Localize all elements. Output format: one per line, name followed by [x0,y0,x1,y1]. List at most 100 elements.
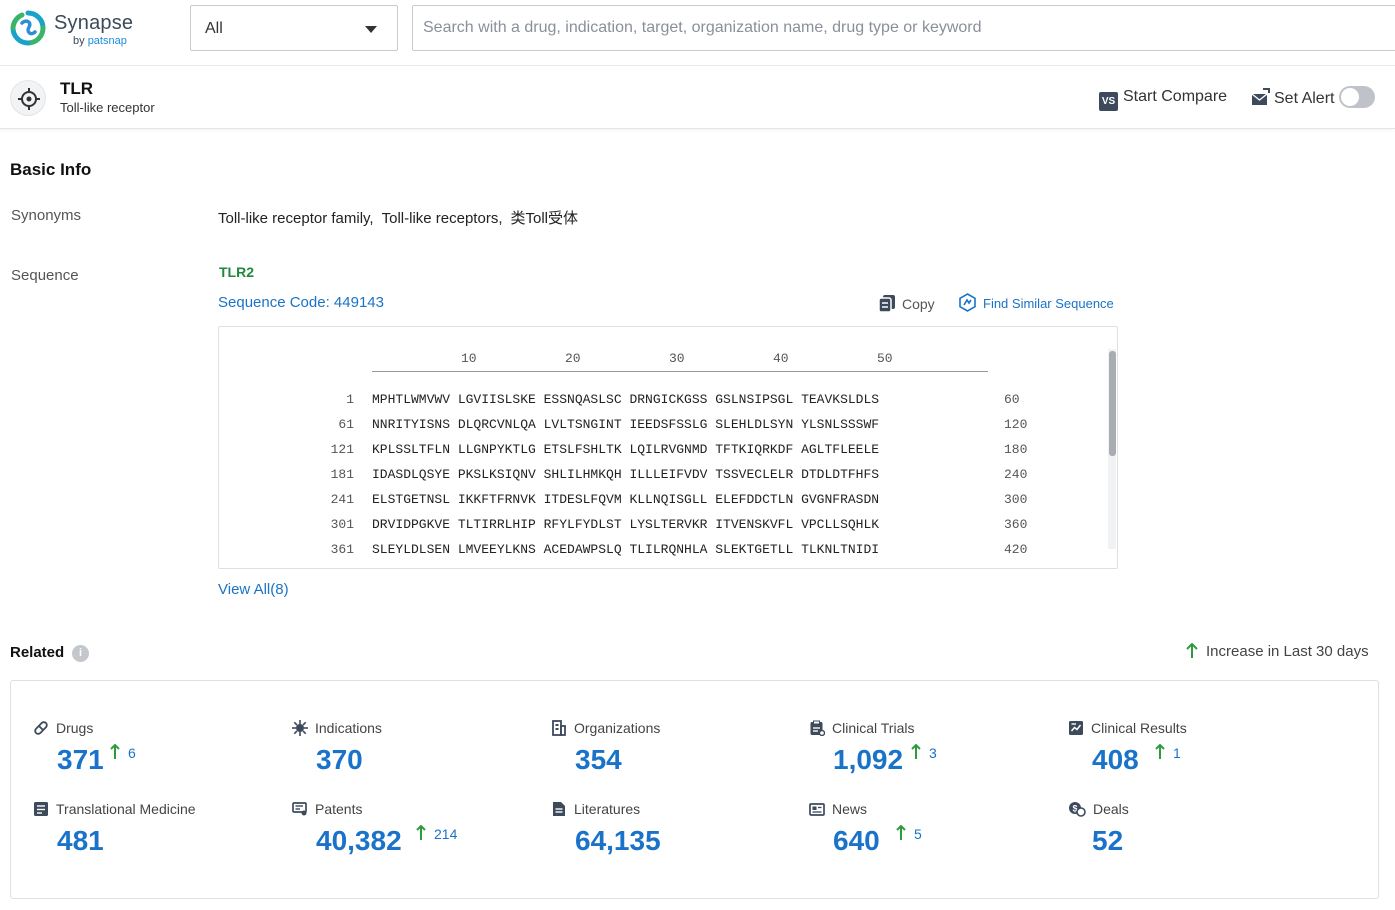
brand-name: Synapse [54,12,133,35]
target-icon [10,80,46,116]
synonyms-list: Toll-like receptor family, Toll-like rece… [218,207,586,228]
increase-legend-label: Increase in Last 30 days [1206,643,1369,660]
sequence-code-link[interactable]: Sequence Code: 449143 [218,294,384,311]
copy-label: Copy [902,296,935,312]
stat-organizations[interactable]: Organizations 354 [551,720,791,792]
stat-label: Drugs [56,720,93,736]
stat-label: Organizations [574,720,660,736]
pill-icon [33,720,49,736]
synapse-logo[interactable]: Synapse by patsnap [10,10,140,50]
chevron-down-icon [365,26,377,33]
arrow-up-icon [416,825,426,841]
sequence-ruler [372,371,988,372]
building-icon [551,720,567,736]
ruler-tick: 40 [773,351,789,366]
clipboard-icon [809,720,825,736]
virus-icon [292,720,308,736]
stat-label: News [832,801,867,817]
page-subtitle: Toll-like receptor [60,100,155,115]
ruler-tick: 30 [669,351,685,366]
toggle-knob [1341,88,1359,106]
synonym-item: Toll-like receptors, [382,210,503,227]
copy-icon [878,294,896,313]
search-scope-value: All [205,20,223,38]
handshake-icon: $ [1068,801,1086,817]
entity-header: TLR Toll-like receptor VS Start Compare S… [0,66,1395,129]
page-title: TLR [60,79,93,99]
alert-mail-icon [1251,88,1270,106]
stat-value: 408 [1092,744,1139,776]
arrow-up-icon [1186,643,1198,659]
stat-value: 481 [57,825,104,857]
stat-drugs[interactable]: Drugs 371 6 [33,720,273,792]
top-bar: Synapse by patsnap All [0,0,1395,66]
sequence-name: TLR2 [219,264,254,280]
patent-icon [292,801,308,817]
stat-clinical-trials[interactable]: Clinical Trials 1,092 3 [809,720,1049,792]
stat-indications[interactable]: Indications 370 [292,720,532,792]
arrow-up-icon [110,744,120,760]
newspaper-icon [809,801,825,817]
increase-legend: Increase in Last 30 days [1186,643,1369,660]
stat-increase: 6 [110,744,136,761]
find-similar-sequence-button[interactable]: Find Similar Sequence [958,293,1114,312]
search-scope-select[interactable]: All [190,5,398,51]
chart-doc-icon [1068,720,1084,736]
view-all-link[interactable]: View All(8) [218,581,289,598]
arrow-up-icon [1155,744,1165,760]
ruler-tick: 10 [461,351,477,366]
info-icon[interactable]: i [72,645,89,662]
basic-info-heading: Basic Info [10,160,91,180]
stat-label: Patents [315,801,362,817]
related-stats-panel: Drugs 371 6 Indications 370 Organization… [10,680,1379,899]
stat-label: Clinical Results [1091,720,1187,736]
set-alert-toggle[interactable] [1339,86,1375,108]
ruler-tick: 20 [565,351,581,366]
stat-value: 370 [316,744,363,776]
stat-increase: 3 [911,744,937,761]
stat-value: 1,092 [833,744,903,776]
stat-increase: 1 [1155,744,1181,761]
set-alert-button[interactable]: Set Alert [1251,88,1334,108]
stat-label: Translational Medicine [56,801,196,817]
stat-news[interactable]: News 640 5 [809,801,1049,873]
stat-translational-medicine[interactable]: Translational Medicine 481 [33,801,273,873]
stat-clinical-results[interactable]: Clinical Results 408 1 [1068,720,1308,792]
stat-label: Deals [1093,801,1129,817]
stat-value: 371 [57,744,104,776]
arrow-up-icon [896,825,906,841]
synonym-item: Toll-like receptor family, [218,210,374,227]
stat-label: Clinical Trials [832,720,914,736]
set-alert-label: Set Alert [1274,90,1334,107]
stat-patents[interactable]: Patents 40,382 214 [292,801,532,873]
start-compare-label: Start Compare [1123,88,1227,105]
stat-deals[interactable]: $ Deals 52 [1068,801,1308,873]
ruler-tick: 50 [877,351,893,366]
synapse-logo-icon [10,10,46,46]
stat-increase: 214 [416,825,457,842]
brand-byline: by patsnap [73,35,127,47]
stat-value: 64,135 [575,825,661,857]
sequence-label: Sequence [11,267,79,284]
compare-icon: VS [1099,92,1118,111]
sequence-viewer[interactable]: 10 20 30 40 50 1MPHTLWMVWV LGVIISLSKE ES… [218,326,1118,569]
document-icon [551,801,567,817]
stat-literatures[interactable]: Literatures 64,135 [551,801,791,873]
flask-doc-icon [33,801,49,817]
arrow-up-icon [911,744,921,760]
stat-value: 40,382 [316,825,402,857]
stat-increase: 5 [896,825,922,842]
search-input[interactable] [412,5,1395,51]
stat-value: 354 [575,744,622,776]
stat-label: Literatures [574,801,640,817]
synonyms-label: Synonyms [11,207,81,224]
start-compare-button[interactable]: VS Start Compare [1099,88,1227,108]
copy-button[interactable]: Copy [878,294,935,313]
stat-value: 52 [1092,825,1123,857]
sequence-scrollbar-thumb[interactable] [1109,351,1116,456]
stat-value: 640 [833,825,880,857]
stat-label: Indications [315,720,382,736]
similar-sequence-icon [958,293,977,312]
synonym-item: 类Toll受体 [510,210,578,227]
find-similar-label: Find Similar Sequence [983,296,1114,311]
